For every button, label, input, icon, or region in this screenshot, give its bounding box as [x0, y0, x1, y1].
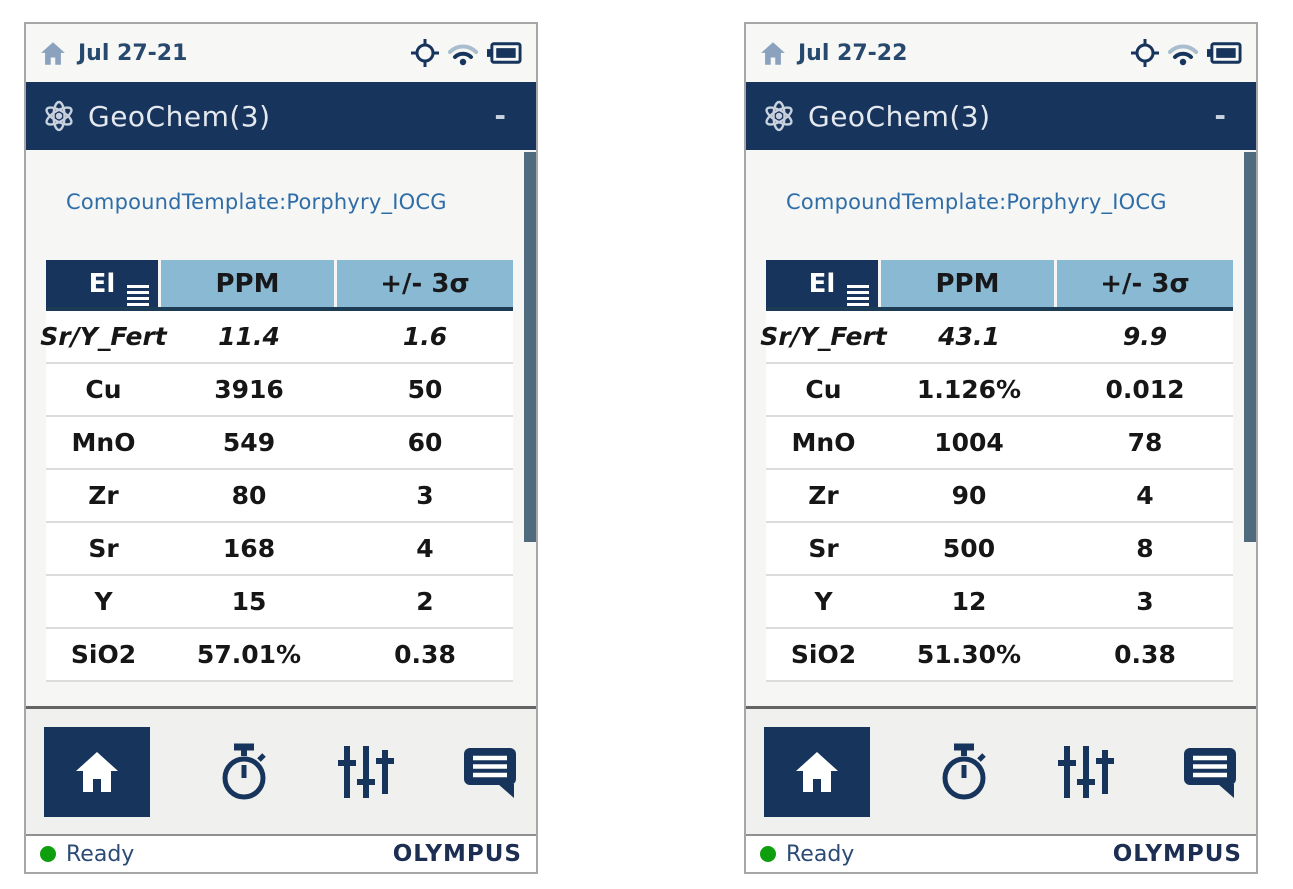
menu-icon — [847, 285, 869, 306]
wifi-icon — [448, 43, 478, 66]
table-row[interactable]: Cu 3916 50 — [46, 364, 513, 417]
results-view: CompoundTemplate:Porphyry_IOCG El PPM +/… — [26, 150, 536, 706]
analyzer-screen-2: Jul 27-22 GeoChem(3) - CompoundTemplate:… — [744, 22, 1258, 874]
column-header-sigma[interactable]: +/- 3σ — [1057, 260, 1233, 307]
date-label: Jul 27-22 — [798, 40, 908, 66]
nav-home-button[interactable] — [764, 726, 870, 817]
nav-test-timer-button[interactable] — [937, 743, 991, 801]
ready-status: Ready — [66, 841, 135, 867]
results-view: CompoundTemplate:Porphyry_IOCG El PPM +/… — [746, 150, 1256, 706]
table-header-row: El PPM +/- 3σ — [46, 260, 513, 311]
table-row[interactable]: MnO 549 60 — [46, 417, 513, 470]
footer-bar: Ready OLYMPUS — [746, 834, 1256, 872]
nav-notes-button[interactable] — [462, 745, 518, 799]
table-row[interactable]: Zr 80 3 — [46, 470, 513, 523]
ready-status: Ready — [786, 841, 855, 867]
table-row[interactable]: SiO2 57.01% 0.38 — [46, 629, 513, 682]
column-header-sigma[interactable]: +/- 3σ — [337, 260, 513, 307]
compound-template-label: CompoundTemplate:Porphyry_IOCG — [66, 190, 447, 214]
table-row[interactable]: MnO 1004 78 — [766, 417, 1233, 470]
table-row[interactable]: Zr 90 4 — [766, 470, 1233, 523]
analyzer-screen-1: Jul 27-21 GeoChem(3) - CompoundTemplate:… — [24, 22, 538, 874]
home-icon — [76, 751, 118, 792]
column-header-element[interactable]: El — [46, 260, 161, 307]
title-bar: GeoChem(3) - — [746, 82, 1256, 150]
gps-crosshair-icon — [411, 39, 439, 67]
chat-icon — [462, 745, 518, 799]
table-row[interactable]: Sr/Y_Fert 43.1 9.9 — [760, 311, 1233, 364]
nav-bar — [26, 706, 536, 834]
column-header-ppm[interactable]: PPM — [161, 260, 337, 307]
table-row[interactable]: Sr/Y_Fert 11.4 1.6 — [40, 311, 513, 364]
status-dot — [760, 846, 776, 862]
nav-notes-button[interactable] — [1182, 745, 1238, 799]
table-row[interactable]: Sr 168 4 — [46, 523, 513, 576]
wifi-icon — [1168, 43, 1198, 66]
compound-template-label: CompoundTemplate:Porphyry_IOCG — [786, 190, 1167, 214]
column-header-ppm[interactable]: PPM — [881, 260, 1057, 307]
home-icon — [796, 751, 838, 792]
footer-bar: Ready OLYMPUS — [26, 834, 536, 872]
minimize-control[interactable]: - — [1214, 99, 1226, 132]
table-row[interactable]: SiO2 51.30% 0.38 — [766, 629, 1233, 682]
status-bar: Jul 27-22 — [746, 24, 1256, 82]
chat-icon — [1182, 745, 1238, 799]
olympus-logo: OLYMPUS — [1112, 841, 1242, 867]
atom-icon — [762, 100, 796, 132]
status-bar: Jul 27-21 — [26, 24, 536, 82]
table-row[interactable]: Cu 1.126% 0.012 — [766, 364, 1233, 417]
atom-icon — [42, 100, 76, 132]
home-icon — [41, 41, 65, 65]
results-table: El PPM +/- 3σ Sr/Y_Fert 11.4 1.6 Cu 3916… — [40, 260, 513, 682]
nav-settings-button[interactable] — [1057, 744, 1115, 800]
app-title: GeoChem(3) — [88, 99, 271, 133]
date-label: Jul 27-21 — [78, 40, 188, 66]
nav-test-timer-button[interactable] — [217, 743, 271, 801]
status-dot — [40, 846, 56, 862]
home-icon — [761, 41, 785, 65]
results-table: El PPM +/- 3σ Sr/Y_Fert 43.1 9.9 Cu 1.12… — [760, 260, 1233, 682]
nav-settings-button[interactable] — [337, 744, 395, 800]
nav-home-button[interactable] — [44, 726, 150, 817]
scrollbar[interactable] — [524, 152, 536, 542]
battery-icon — [1207, 42, 1242, 64]
scrollbar[interactable] — [1244, 152, 1256, 542]
menu-icon — [127, 285, 149, 306]
minimize-control[interactable]: - — [494, 99, 506, 132]
sliders-icon — [337, 744, 395, 800]
column-header-element[interactable]: El — [766, 260, 881, 307]
table-row[interactable]: Sr 500 8 — [766, 523, 1233, 576]
olympus-logo: OLYMPUS — [392, 841, 522, 867]
table-row[interactable]: Y 12 3 — [766, 576, 1233, 629]
battery-icon — [487, 42, 522, 64]
gps-crosshair-icon — [1131, 39, 1159, 67]
title-bar: GeoChem(3) - — [26, 82, 536, 150]
stopwatch-icon — [217, 743, 271, 801]
nav-bar — [746, 706, 1256, 834]
stopwatch-icon — [937, 743, 991, 801]
table-header-row: El PPM +/- 3σ — [766, 260, 1233, 311]
table-row[interactable]: Y 15 2 — [46, 576, 513, 629]
app-title: GeoChem(3) — [808, 99, 991, 133]
sliders-icon — [1057, 744, 1115, 800]
